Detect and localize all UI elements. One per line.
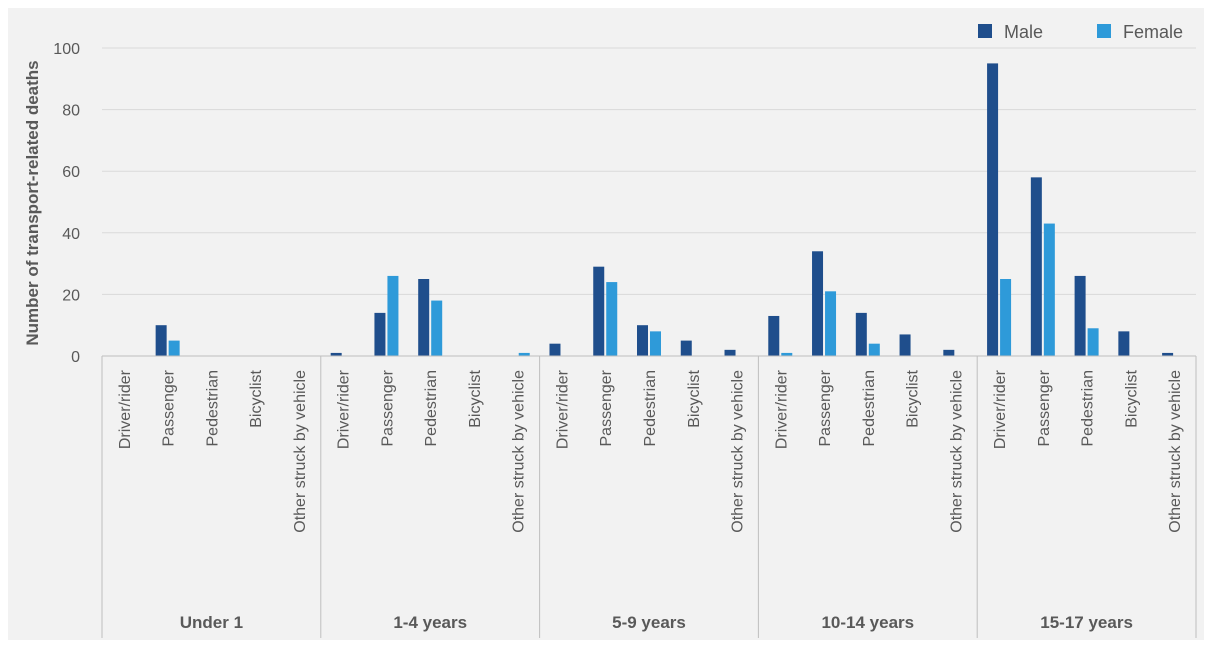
y-tick-label: 60 bbox=[62, 164, 80, 181]
bar-male-5-9-years-passenger bbox=[593, 266, 605, 356]
x-category-label: Other struck by vehicle bbox=[730, 370, 747, 533]
bar-male-15-17-years-driver-rider bbox=[987, 63, 999, 357]
y-tick-label: 0 bbox=[71, 349, 80, 366]
x-category-label: Driver/rider bbox=[773, 369, 790, 449]
x-category-label: Pedestrian bbox=[1080, 370, 1097, 447]
bar-female-15-17-years-passenger bbox=[1043, 223, 1055, 356]
bars bbox=[155, 63, 1174, 357]
bar-female-under-1-passenger bbox=[168, 340, 180, 356]
x-category-label: Pedestrian bbox=[642, 370, 659, 447]
bar-female-15-17-years-pedestrian bbox=[1087, 328, 1099, 356]
bar-male-10-14-years-other-struck-by-vehicle bbox=[943, 349, 955, 356]
x-group-label: 5-9 years bbox=[612, 613, 686, 632]
bar-female-1-4-years-passenger bbox=[387, 275, 399, 356]
x-group-label: 10-14 years bbox=[821, 613, 914, 632]
x-category-label: Passenger bbox=[379, 369, 396, 446]
x-category-label: Bicyclist bbox=[467, 369, 484, 427]
bar-male-15-17-years-passenger bbox=[1030, 177, 1042, 356]
x-category-label: Passenger bbox=[1036, 369, 1053, 446]
bar-male-under-1-passenger bbox=[155, 325, 167, 356]
legend-swatch-male bbox=[978, 24, 992, 38]
x-group-label: Under 1 bbox=[180, 613, 243, 632]
bar-male-5-9-years-driver-rider bbox=[549, 343, 561, 356]
bar-male-10-14-years-pedestrian bbox=[855, 312, 867, 356]
bar-female-1-4-years-other-struck-by-vehicle bbox=[518, 352, 530, 356]
bar-male-10-14-years-driver-rider bbox=[768, 315, 780, 356]
legend: Male Female bbox=[978, 22, 1183, 42]
legend-label-male: Male bbox=[1004, 22, 1043, 42]
category-labels: Driver/rider Passenger Pedestrian Bicyclist… bbox=[117, 369, 1184, 532]
x-category-label: Pedestrian bbox=[861, 370, 878, 447]
x-category-label: Driver/rider bbox=[554, 369, 571, 449]
x-category-label: Bicyclist bbox=[248, 369, 265, 427]
legend-swatch-female bbox=[1097, 24, 1111, 38]
x-category-label: Other struck by vehicle bbox=[948, 370, 965, 533]
bar-female-5-9-years-pedestrian bbox=[650, 331, 661, 356]
bar-male-5-9-years-pedestrian bbox=[637, 325, 648, 356]
bar-female-10-14-years-driver-rider bbox=[781, 352, 793, 356]
bar-male-1-4-years-passenger bbox=[374, 312, 386, 356]
bar-female-15-17-years-driver-rider bbox=[1000, 279, 1012, 356]
bar-male-10-14-years-bicyclist bbox=[899, 334, 911, 356]
x-group-label: 1-4 years bbox=[393, 613, 467, 632]
x-category-label: Pedestrian bbox=[204, 370, 221, 447]
bar-male-10-14-years-passenger bbox=[812, 251, 824, 356]
bar-male-1-4-years-pedestrian bbox=[418, 279, 430, 356]
bar-chart: 0 20 40 60 80 100 Driver/rider Passenger Pedest… bbox=[23, 22, 1197, 638]
bar-male-15-17-years-bicyclist bbox=[1118, 331, 1130, 356]
y-tick-labels: 0 20 40 60 80 100 bbox=[53, 41, 80, 366]
bar-male-5-9-years-bicyclist bbox=[680, 340, 692, 356]
bar-male-15-17-years-pedestrian bbox=[1074, 275, 1086, 356]
x-group-label: 15-17 years bbox=[1040, 613, 1133, 632]
y-tick-label: 80 bbox=[62, 103, 80, 120]
y-tick-label: 40 bbox=[62, 226, 80, 243]
x-category-label: Driver/rider bbox=[117, 369, 134, 449]
x-category-label: Bicyclist bbox=[905, 369, 922, 427]
x-category-label: Other struck by vehicle bbox=[1167, 370, 1184, 533]
x-category-label: Passenger bbox=[817, 369, 834, 446]
bar-female-1-4-years-pedestrian bbox=[431, 300, 443, 356]
chart-area: 0 20 40 60 80 100 Driver/rider Passenger Pedest… bbox=[8, 8, 1204, 640]
bar-female-5-9-years-passenger bbox=[606, 282, 618, 356]
x-category-label: Pedestrian bbox=[423, 370, 440, 447]
x-category-label: Bicyclist bbox=[686, 369, 703, 427]
gridlines bbox=[102, 47, 1196, 295]
x-category-label: Other struck by vehicle bbox=[511, 370, 528, 533]
bar-female-10-14-years-passenger bbox=[825, 291, 837, 356]
y-tick-label: 100 bbox=[53, 41, 80, 58]
x-category-label: Passenger bbox=[598, 369, 615, 446]
bar-male-5-9-years-other-struck-by-vehicle bbox=[724, 349, 736, 356]
bar-male-1-4-years-driver-rider bbox=[330, 352, 342, 356]
y-tick-label: 20 bbox=[62, 287, 80, 304]
x-category-label: Bicyclist bbox=[1123, 369, 1140, 427]
x-axis bbox=[101, 355, 1197, 638]
x-category-label: Passenger bbox=[161, 369, 178, 446]
bar-female-10-14-years-pedestrian bbox=[868, 343, 880, 356]
group-labels: Under 1 1-4 years 5-9 years 10-14 years 15-1… bbox=[180, 613, 1133, 632]
legend-label-female: Female bbox=[1123, 22, 1183, 42]
y-axis-title: Number of transport-related deaths bbox=[23, 60, 42, 345]
x-category-label: Driver/rider bbox=[336, 369, 353, 449]
x-category-label: Other struck by vehicle bbox=[292, 370, 309, 533]
x-category-label: Driver/rider bbox=[992, 369, 1009, 449]
bar-male-15-17-years-other-struck-by-vehicle bbox=[1162, 352, 1174, 356]
